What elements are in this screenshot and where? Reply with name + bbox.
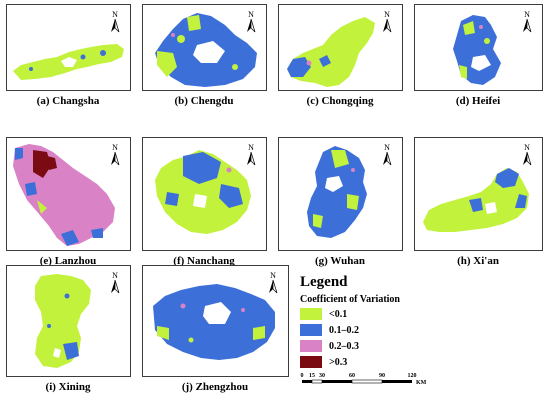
caption-zhengzhou: (j) Zhengzhou <box>181 381 249 393</box>
svg-text:N: N <box>248 143 254 152</box>
svg-text:N: N <box>112 10 118 19</box>
xian-map <box>423 168 529 232</box>
scale-tick-label: 0 <box>301 373 304 379</box>
map-panel-zhengzhou: N <box>142 265 289 377</box>
north-arrow-icon: N <box>247 10 256 33</box>
svg-text:N: N <box>524 143 530 152</box>
north-arrow-icon: N <box>111 143 120 166</box>
scale-tick-label: 15 <box>309 373 315 379</box>
caption-xian: (h) Xi'an <box>457 255 499 267</box>
caption-chongqing: (c) Chongqing <box>306 95 374 107</box>
svg-text:N: N <box>524 10 530 19</box>
legend-label: >0.3 <box>329 356 348 368</box>
caption-lanzhou: (e) Lanzhou <box>39 255 97 267</box>
map-panel-nanchang: N <box>142 137 267 251</box>
map-panel-xining: N <box>6 265 131 377</box>
svg-text:N: N <box>248 10 254 19</box>
legend-label: 0.1–0.2 <box>329 324 359 336</box>
changsha-map <box>13 44 124 80</box>
scale-tick-label: 60 <box>349 373 355 379</box>
north-arrow-icon: N <box>111 271 120 294</box>
caption-heifei: (d) Heifei <box>455 95 501 107</box>
caption-wuhan: (g) Wuhan <box>314 255 366 267</box>
legend-swatch <box>300 340 322 352</box>
scale-tick-label: 30 <box>319 373 325 379</box>
map-panel-wuhan: N <box>278 137 403 251</box>
map-panel-heifei: N <box>414 4 543 91</box>
legend-swatch <box>300 324 322 336</box>
legend-subtitle: Coefficient of Variation <box>300 294 400 305</box>
legend-item-0-2-to-0-3: 0.2–0.3 <box>300 339 359 353</box>
caption-changsha: (a) Changsha <box>36 95 100 107</box>
map-panel-chongqing: N <box>278 4 403 91</box>
north-arrow-icon: N <box>383 10 392 33</box>
legend-swatch <box>300 308 322 320</box>
map-panel-changsha: N <box>6 4 131 91</box>
scale-tick-label: 90 <box>379 373 385 379</box>
svg-text:N: N <box>270 271 276 280</box>
map-panel-lanzhou: N <box>6 137 131 251</box>
legend-label: <0.1 <box>329 308 348 320</box>
svg-text:N: N <box>112 271 118 280</box>
north-arrow-icon: N <box>111 10 120 33</box>
chongqing-map <box>287 17 375 87</box>
caption-chengdu: (b) Chengdu <box>174 95 234 107</box>
scale-bar: 0 15 30 60 90 120 KM <box>301 373 427 386</box>
caption-nanchang: (f) Nanchang <box>173 255 235 267</box>
north-arrow-icon: N <box>269 271 278 294</box>
xining-map <box>35 274 91 368</box>
north-arrow-icon: N <box>247 143 256 166</box>
legend-label: 0.2–0.3 <box>329 340 359 352</box>
legend-item-0-1-to-0-2: 0.1–0.2 <box>300 323 359 337</box>
svg-text:N: N <box>384 10 390 19</box>
legend-swatch <box>300 356 322 368</box>
north-arrow-icon: N <box>523 143 532 166</box>
caption-xining: (i) Xining <box>45 381 91 393</box>
chengdu-map <box>155 13 257 87</box>
legend-item-lt-0-1: <0.1 <box>300 307 347 321</box>
svg-text:N: N <box>384 143 390 152</box>
legend-item-gt-0-3: >0.3 <box>300 355 347 369</box>
scale-unit: KM <box>416 380 427 386</box>
nanchang-map <box>155 150 251 234</box>
zhengzhou-map <box>153 284 275 360</box>
north-arrow-icon: N <box>523 10 532 33</box>
legend-title: Legend <box>300 274 348 290</box>
north-arrow-icon: N <box>383 143 392 166</box>
heifei-map <box>453 15 501 85</box>
map-panel-xian: N <box>414 137 543 251</box>
wuhan-map <box>307 146 367 238</box>
lanzhou-map <box>13 144 115 246</box>
map-panel-chengdu: N <box>142 4 267 91</box>
scale-tick-label: 120 <box>408 373 417 379</box>
svg-text:N: N <box>112 143 118 152</box>
